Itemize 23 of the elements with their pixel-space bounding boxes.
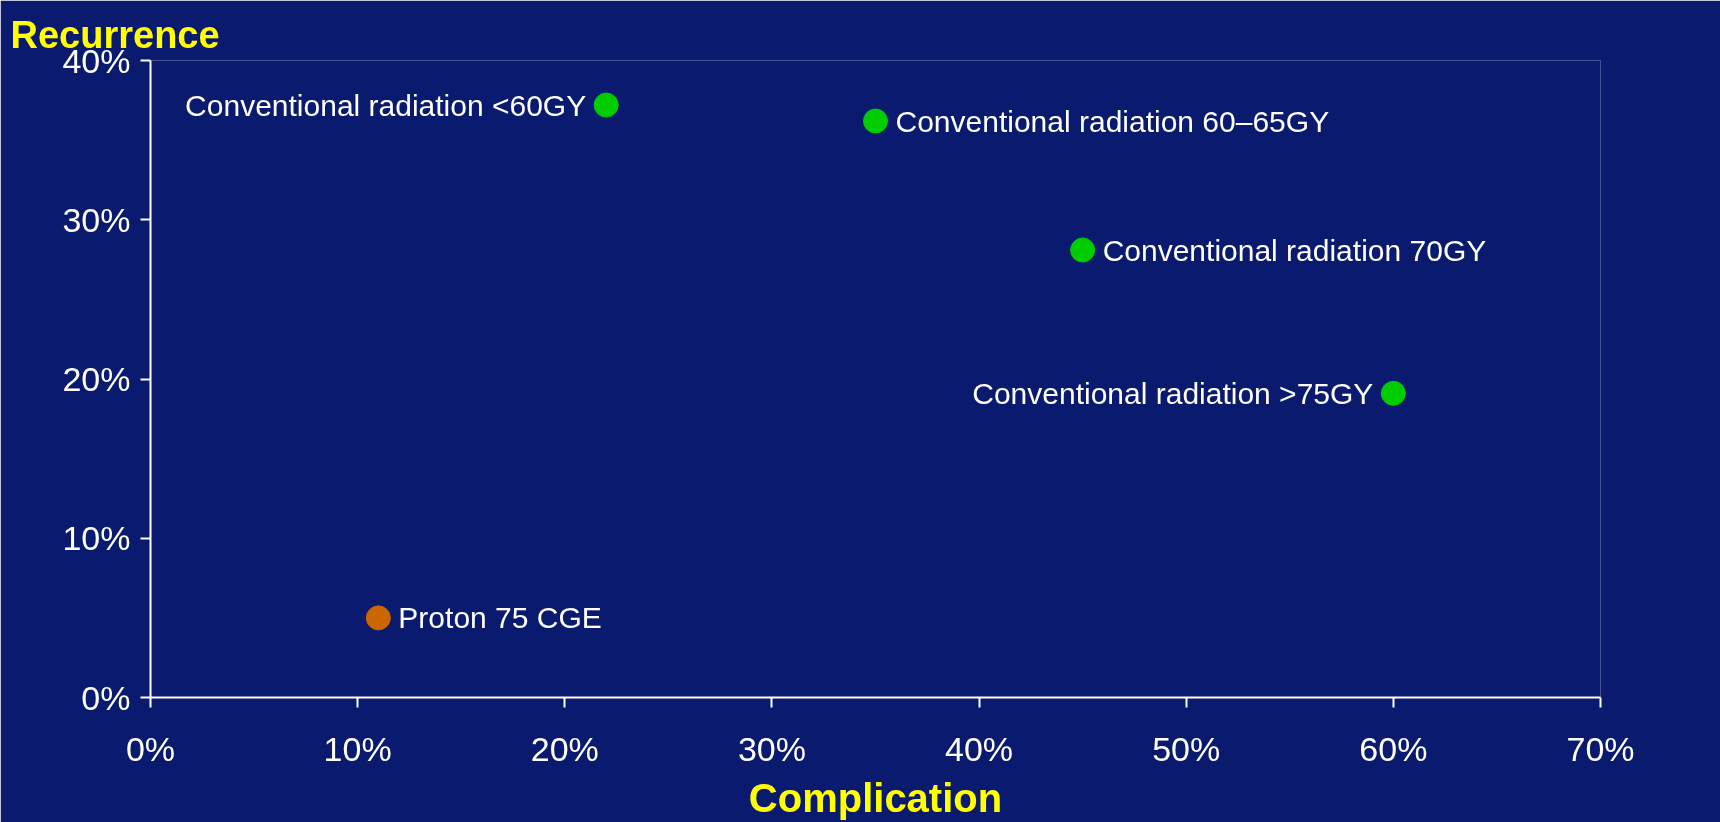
- point: [593, 92, 619, 118]
- point: [1380, 380, 1406, 406]
- x-tick-label: 10%: [323, 729, 392, 768]
- point: [1070, 237, 1096, 263]
- x-tick-label: 40%: [945, 729, 1014, 768]
- x-tick-label: 0%: [125, 729, 176, 768]
- y-tick-label: 20%: [62, 360, 131, 398]
- annotation: Conventional radiation 70GY: [1102, 233, 1487, 267]
- annotation: Conventional radiation <60GY: [185, 88, 587, 122]
- y-tick-label: 0%: [81, 678, 131, 717]
- x-tick-label: 20%: [530, 729, 599, 768]
- y-tick-label: 10%: [62, 519, 131, 558]
- point: [863, 108, 888, 134]
- x-axis-title: Complication: [748, 775, 1003, 820]
- annotation: Conventional radiation 60–65GY: [895, 104, 1330, 138]
- x-tick-label: 60%: [1359, 729, 1428, 768]
- point: [365, 605, 391, 631]
- annotation: Proton 75 CGE: [398, 601, 602, 635]
- x-tick-label: 30%: [737, 729, 806, 768]
- annotation: Conventional radiation >75GY: [972, 376, 1374, 410]
- x-tick-label: 70%: [1566, 729, 1635, 768]
- x-tick-label: 50%: [1152, 729, 1221, 768]
- y-tick-label: 30%: [62, 200, 131, 239]
